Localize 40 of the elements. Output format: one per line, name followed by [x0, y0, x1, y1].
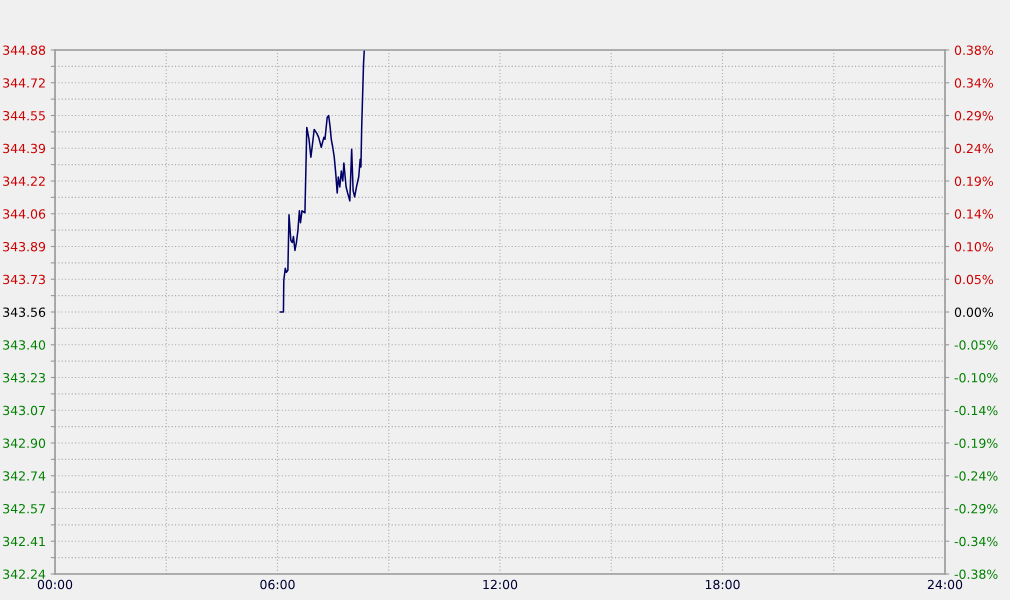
y-tick-label: 343.07	[3, 405, 45, 416]
line-series	[279, 50, 366, 313]
y2-tick-label: -0.24%	[954, 471, 998, 481]
y2-tick-label: -0.19%	[954, 438, 998, 448]
y2-tick-label: 0.38%	[954, 45, 994, 55]
y-tick-label: 344.39	[3, 143, 46, 154]
y2-tick-label: 0.29%	[954, 110, 994, 121]
y-tick-label: 343.40	[3, 340, 46, 350]
y-tick-label: 343.56	[3, 307, 46, 317]
y2-tick-label: 0.19%	[954, 176, 994, 186]
y2-tick-label: 0.14%	[954, 209, 994, 219]
y-tick-label: 342.24	[3, 569, 46, 579]
y2-tick-label: 0.34%	[954, 78, 994, 88]
y2-tick-label: -0.38%	[954, 569, 998, 579]
y-tick-label: 342.90	[3, 438, 46, 448]
y2-tick-label: 0.00%	[954, 307, 994, 317]
y2-tick-label: -0.34%	[954, 536, 998, 547]
y2-tick-label: 0.24%	[954, 143, 994, 154]
y-tick-label: 344.22	[3, 176, 45, 186]
y-tick-label: 344.06	[3, 209, 46, 219]
x-tick-label: 06:00	[260, 579, 295, 590]
y2-tick-label: -0.29%	[954, 503, 998, 514]
y-tick-label: 343.89	[3, 241, 46, 252]
x-tick-label: 24:00	[927, 579, 963, 590]
y-tick-label: 343.73	[3, 274, 45, 285]
y-tick-label: 343.23	[3, 372, 45, 383]
y-tick-label: 344.72	[3, 78, 45, 88]
y-tick-label: 344.55	[3, 110, 45, 121]
y-tick-label: 342.57	[3, 503, 45, 514]
x-tick-label: 18:00	[705, 579, 740, 590]
x-tick-label: 12:00	[483, 579, 518, 590]
y2-tick-label: -0.14%	[954, 405, 998, 416]
y2-tick-label: 0.05%	[954, 274, 994, 285]
x-tick-label: 00:00	[37, 579, 73, 590]
y2-tick-label: -0.05%	[954, 340, 998, 350]
y-tick-label: 342.74	[3, 471, 46, 481]
y-tick-label: 344.88	[3, 45, 46, 55]
y2-tick-label: -0.10%	[954, 372, 998, 383]
y2-tick-label: 0.10%	[954, 241, 994, 252]
y-tick-label: 342.41	[3, 536, 45, 547]
